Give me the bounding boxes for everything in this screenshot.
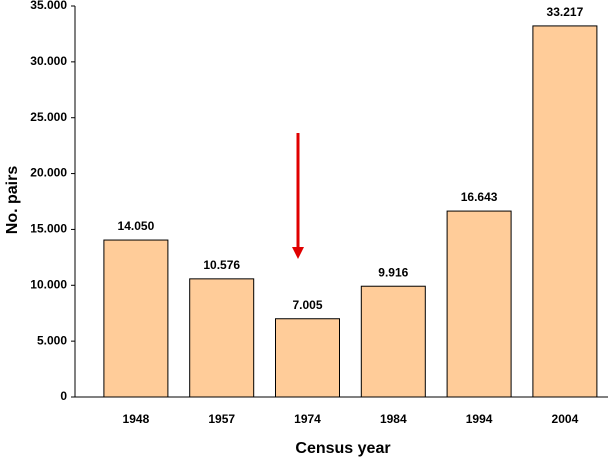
y-tick-label: 30.000 [30, 54, 67, 68]
y-tick-label: 5.000 [37, 333, 67, 347]
x-tick-label: 1984 [380, 412, 407, 426]
bar [532, 25, 598, 398]
bar [189, 278, 255, 398]
x-tick-label: 1948 [123, 412, 150, 426]
bar [275, 318, 340, 398]
bar [103, 239, 169, 398]
y-tick-label: 35.000 [30, 0, 67, 12]
x-tick-label: 2004 [552, 412, 579, 426]
value-label: 10.576 [203, 258, 240, 272]
x-tick-label: 1974 [294, 412, 321, 426]
y-axis-title: No. pairs [4, 166, 21, 235]
bar [446, 210, 512, 398]
value-label: 16.643 [461, 190, 498, 204]
y-tick-label: 20.000 [30, 166, 67, 180]
x-tick-label: 1957 [208, 412, 235, 426]
value-label: 7.005 [292, 298, 322, 312]
value-label: 14.050 [118, 219, 155, 233]
y-tick-label: 0 [60, 389, 67, 403]
bar [360, 285, 426, 398]
y-tick-label: 10.000 [30, 277, 67, 291]
arrow [292, 133, 304, 259]
value-label: 9.916 [378, 265, 408, 279]
x-tick-label: 1994 [466, 412, 493, 426]
value-label: 33.217 [547, 5, 584, 19]
x-axis-title: Census year [295, 440, 390, 457]
y-tick-label: 15.000 [30, 222, 67, 236]
y-tick-label: 25.000 [30, 110, 67, 124]
